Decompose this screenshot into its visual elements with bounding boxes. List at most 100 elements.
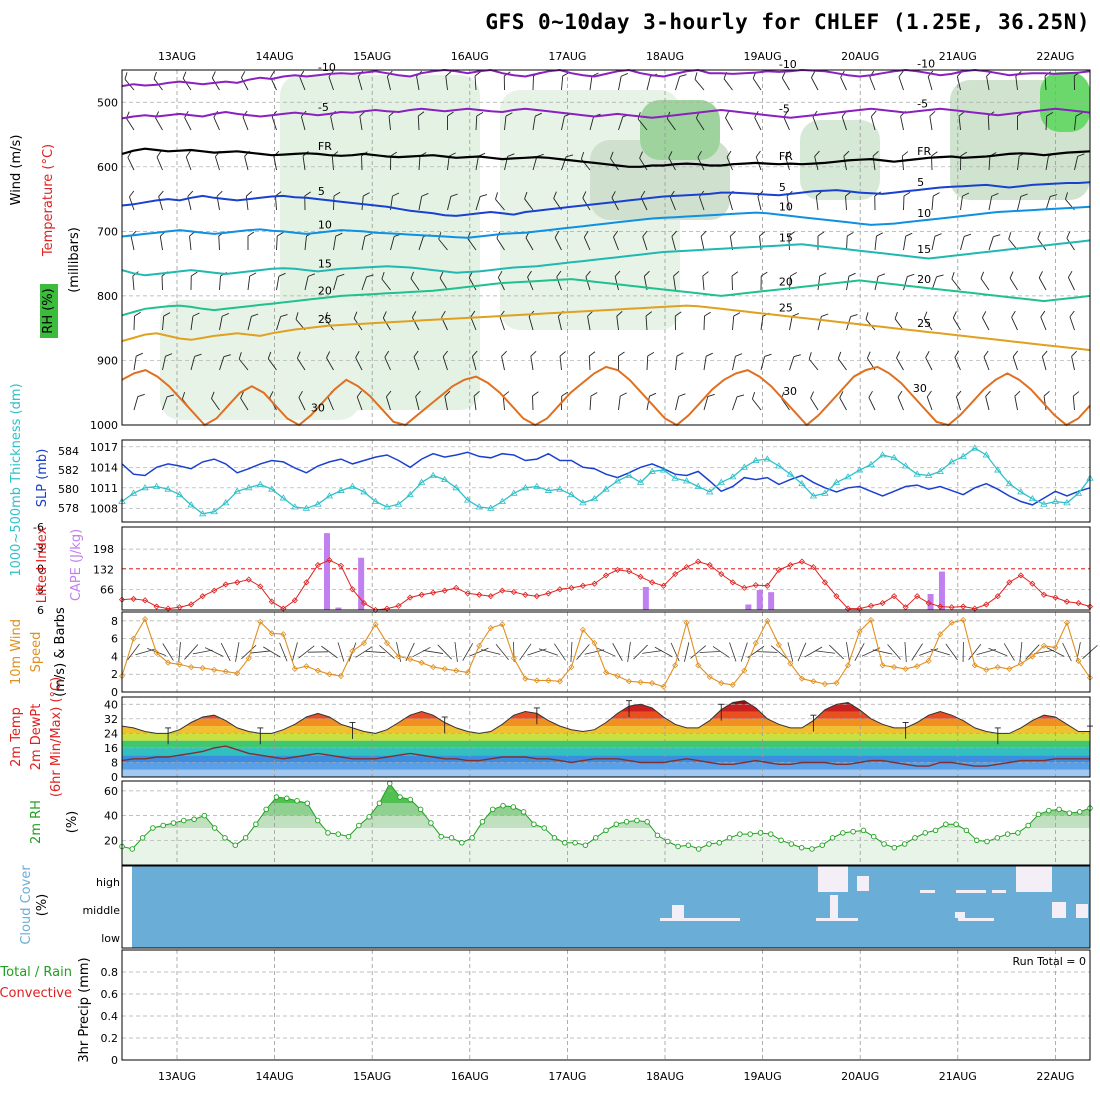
thickness-line-marker: [579, 499, 587, 506]
wind-barb: [415, 390, 421, 411]
wind-speed-line-marker: [752, 640, 759, 647]
rh-legend-swatch: [40, 284, 58, 338]
wind-barb-flag: [269, 391, 274, 398]
wind-barb: [868, 390, 876, 411]
surface-wind-barb-shaft: [337, 642, 345, 662]
surface-wind-barb-shaft: [553, 643, 566, 661]
rh-line-marker: [685, 842, 692, 848]
wind-barb-shaft: [125, 118, 135, 131]
wind-barb-shaft: [669, 196, 676, 211]
wind-barb: [985, 390, 991, 411]
wind-barb: [190, 353, 202, 371]
rh-line-marker: [356, 822, 362, 829]
lifted-index-line-marker: [453, 584, 460, 591]
wind-barb-shaft: [438, 238, 448, 251]
rh-line-marker: [500, 802, 506, 809]
wind-barb-flag: [439, 271, 444, 279]
wind-frame: [121, 611, 1091, 693]
rh-line-marker: [675, 843, 681, 850]
ylabel-cloud-cover: Cloud Cover: [19, 865, 34, 945]
lifted-index-line-marker: [395, 602, 402, 609]
wind-barb-flag: [497, 270, 503, 278]
wind-barb-shaft: [211, 398, 220, 411]
surface-wind-barb-shaft: [379, 645, 395, 659]
wind-barb: [583, 230, 591, 251]
thickness-line-marker: [798, 479, 806, 487]
wind-barb-shaft: [789, 316, 793, 331]
wind-barb-flag: [731, 271, 739, 277]
rh-line-marker: [417, 806, 424, 813]
wind-barb-flag: [847, 231, 854, 237]
thickness-line-marker: [1040, 500, 1048, 507]
wind-barb-shaft: [355, 357, 363, 371]
wind-speed-line-marker: [1040, 642, 1047, 649]
wind-barb: [471, 350, 478, 371]
isotherm-label: 30: [913, 382, 927, 395]
wind-barb-shaft: [646, 396, 650, 411]
wind-barb: [788, 231, 795, 251]
wind-barb: [381, 271, 391, 291]
wind-barb-flag: [791, 313, 799, 317]
precip-frame: [121, 949, 1091, 1061]
wind-barb-shaft: [1038, 277, 1047, 291]
wind-barb: [988, 234, 1001, 251]
wind-barb-shaft: [190, 356, 196, 371]
wind-barb-flag: [1065, 192, 1068, 200]
wind-barb: [760, 271, 768, 291]
wind-barb-flag: [470, 310, 476, 318]
wind-speed-line-marker: [234, 670, 241, 677]
lifted-index-line-marker: [891, 593, 898, 600]
wind-barb-flag: [524, 191, 528, 199]
wind-barb-shaft: [616, 316, 619, 331]
thickness-line-marker: [890, 453, 898, 461]
wind-barb: [675, 74, 687, 91]
surface-wind-barb: [205, 647, 224, 657]
isotherm--5: [121, 107, 1091, 120]
ylabel-precip-units: 3hr Precip (mm): [77, 957, 92, 1062]
wind-barb-flag: [356, 390, 362, 398]
wind-barb-shaft: [275, 196, 277, 211]
wind-barb: [247, 231, 255, 250]
wind-barb-flag: [211, 71, 216, 79]
wind-barb: [587, 310, 594, 331]
wind-barb: [982, 311, 990, 331]
wind-barb: [189, 231, 196, 251]
wind-barb-shaft: [811, 77, 819, 91]
surface-wind-barb-shaft: [570, 641, 573, 663]
wind-barb: [1012, 350, 1018, 371]
wind-barb-flag: [790, 272, 797, 277]
lifted-index-line-marker: [303, 579, 310, 586]
wind-barb-flag: [673, 271, 680, 277]
rh-line-marker: [1004, 831, 1011, 837]
lifted-index-line-marker: [430, 589, 437, 596]
wind-barb-shaft: [501, 356, 505, 371]
rh-line-marker: [768, 831, 774, 837]
cape-bar: [756, 590, 763, 610]
rh-line-marker: [1035, 811, 1042, 818]
wind-barb-shaft: [843, 156, 847, 171]
surface-wind-barb: [670, 642, 680, 662]
wind-barb: [954, 350, 961, 371]
surface-wind-barb-shaft: [829, 644, 844, 660]
wind-speed-line-marker: [533, 677, 540, 684]
wind-barb-shaft: [413, 356, 420, 371]
wind-barb-shaft: [381, 278, 391, 291]
wind-barb-flag: [960, 151, 968, 157]
wind-barb: [125, 111, 135, 131]
wind-barb: [162, 394, 175, 411]
wind-barb-flag: [610, 151, 614, 159]
wind-barb-flag: [808, 352, 812, 360]
rh-line-marker: [870, 833, 877, 840]
wind-barb-shaft: [127, 157, 135, 171]
wind-barb: [211, 71, 220, 91]
wind-barb-shaft: [760, 316, 764, 331]
rh-line-marker: [397, 794, 403, 800]
wind-barb: [674, 311, 682, 331]
wind-barb-flag: [639, 151, 643, 159]
surface-wind-barb: [355, 646, 373, 658]
wind-barb-flag: [736, 394, 745, 398]
wind-speed-line-marker: [280, 631, 287, 638]
wind-barb-shaft: [960, 236, 965, 251]
day-label-top: 15AUG: [353, 50, 391, 63]
wind-barb-flag: [392, 192, 400, 197]
